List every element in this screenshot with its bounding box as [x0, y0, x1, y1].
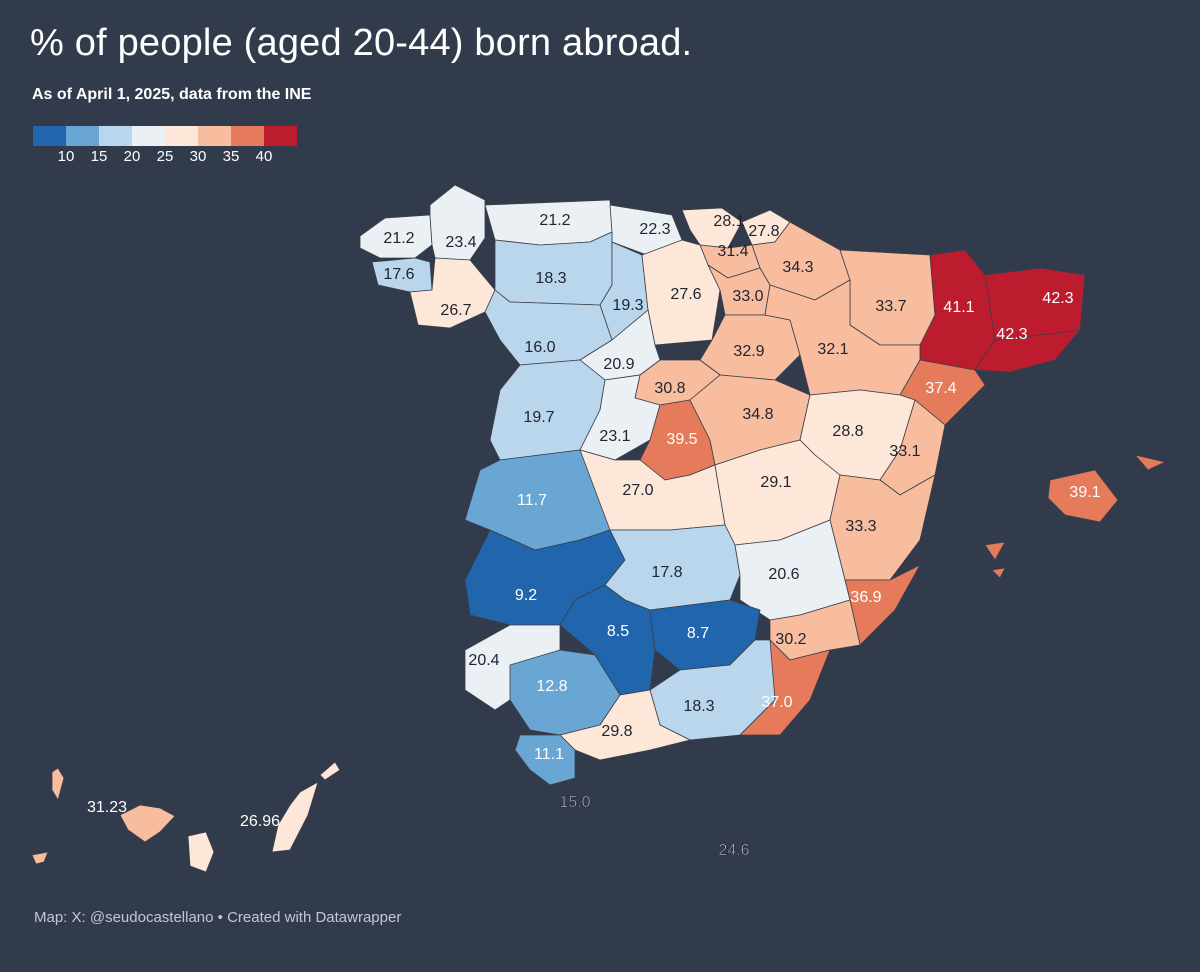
- color-legend: 10 15 20 25 30 35 40: [33, 126, 297, 166]
- province-label-jaen: 8.7: [687, 625, 709, 642]
- province-baleares-part: [1134, 454, 1166, 471]
- province-label-tarragona: 37.4: [925, 380, 956, 397]
- province-label-santa-cruz-de-tenerife: 31.23: [87, 799, 127, 816]
- legend-swatch: [231, 126, 264, 146]
- map-subtitle: As of April 1, 2025, data from the INE: [32, 86, 312, 103]
- province-label-ciudad-real: 17.8: [651, 564, 682, 581]
- province-label-murcia: 30.2: [775, 631, 806, 648]
- province-label-albacete: 20.6: [768, 566, 799, 583]
- map-credit: Map: X: @seudocastellano • Created with …: [34, 909, 402, 926]
- province-label-caceres: 11.7: [517, 492, 547, 509]
- province-label-soria: 32.9: [733, 343, 764, 360]
- province-label-badajoz: 9.2: [515, 587, 537, 604]
- province-baleares-part: [991, 567, 1006, 579]
- province-label-madrid: 39.5: [666, 431, 697, 448]
- province-las-palmas: [319, 761, 341, 781]
- province-label-a-coruna: 21.2: [383, 230, 414, 247]
- province-label-bizkaia: 28.1: [713, 213, 744, 230]
- province-label-cadiz: 11.1: [534, 746, 564, 763]
- province-label-valladolid: 20.9: [603, 356, 634, 373]
- legend-tick: 35: [222, 148, 240, 165]
- province-label-malaga: 29.8: [601, 723, 632, 740]
- province-cadiz: [514, 734, 576, 786]
- province-label-asturias: 21.2: [539, 212, 570, 229]
- province-label-avila: 23.1: [599, 428, 630, 445]
- legend-bar: [33, 126, 297, 146]
- province-label-navarra: 34.3: [782, 259, 813, 276]
- province-label-guadalajara: 34.8: [742, 406, 773, 423]
- province-label-araba: 31.4: [717, 243, 748, 260]
- legend-swatch: [66, 126, 99, 146]
- province-label-lleida: 41.1: [943, 299, 974, 316]
- province-label-teruel: 28.8: [832, 423, 863, 440]
- province-label-alicante: 36.9: [850, 589, 881, 606]
- province-label-barcelona: 42.3: [996, 326, 1027, 343]
- legend-swatch: [33, 126, 66, 146]
- province-label-pontevedra: 17.6: [383, 266, 414, 283]
- province-label-las-palmas: 26.96: [240, 813, 280, 830]
- province-label-valencia: 33.3: [845, 518, 876, 535]
- province-las-palmas: [271, 781, 319, 853]
- province-a-coruna: [359, 214, 433, 259]
- province-label-huesca: 33.7: [875, 298, 906, 315]
- province-santa-cruz-de-tenerife: [31, 851, 49, 865]
- province-label-palencia: 19.3: [612, 297, 643, 314]
- legend-swatch: [99, 126, 132, 146]
- province-almeria: [739, 639, 831, 736]
- legend-tick: 10: [57, 148, 75, 165]
- province-label-toledo: 27.0: [622, 482, 653, 499]
- province-label-huelva: 20.4: [468, 652, 499, 669]
- province-label-la-rioja: 33.0: [732, 288, 763, 305]
- province-label-sevilla: 12.8: [536, 678, 567, 695]
- province-label-granada: 18.3: [683, 698, 714, 715]
- province-label-cuenca: 29.1: [760, 474, 791, 491]
- province-santa-cruz-de-tenerife: [119, 804, 176, 843]
- province-label-salamanca: 19.7: [523, 409, 554, 426]
- legend-tick: 15: [90, 148, 108, 165]
- legend-tick: 25: [156, 148, 174, 165]
- map-title: % of people (aged 20-44) born abroad.: [30, 22, 693, 64]
- legend-tick: 20: [123, 148, 141, 165]
- province-label-burgos: 27.6: [670, 286, 701, 303]
- province-label-cordoba: 8.5: [607, 623, 629, 640]
- province-label-melilla: 24.6: [718, 842, 749, 859]
- province-label-cantabria: 22.3: [639, 221, 670, 238]
- province-label-baleares: 39.1: [1069, 484, 1100, 501]
- province-label-segovia: 30.8: [654, 380, 685, 397]
- province-label-almeria: 37.0: [761, 694, 792, 711]
- province-label-zamora: 16.0: [524, 339, 555, 356]
- province-las-palmas: [187, 831, 215, 873]
- legend-swatch: [165, 126, 198, 146]
- province-label-castellon: 33.1: [889, 443, 920, 460]
- province-label-lugo: 23.4: [445, 234, 476, 251]
- province-label-ourense: 26.7: [440, 302, 471, 319]
- legend-swatch: [198, 126, 231, 146]
- legend-tick: 30: [189, 148, 207, 165]
- province-label-gipuzkoa: 27.8: [748, 223, 779, 240]
- legend-tick: 40: [255, 148, 273, 165]
- province-label-leon: 18.3: [535, 270, 566, 287]
- province-malaga: [559, 689, 691, 761]
- province-label-girona: 42.3: [1042, 290, 1073, 307]
- legend-swatch: [132, 126, 165, 146]
- province-baleares: [1047, 469, 1119, 523]
- province-label-zaragoza: 32.1: [817, 341, 848, 358]
- province-baleares-part: [984, 541, 1006, 561]
- province-label-ceuta: 15.0: [559, 794, 590, 811]
- province-santa-cruz-de-tenerife: [51, 767, 65, 801]
- legend-swatch: [264, 126, 297, 146]
